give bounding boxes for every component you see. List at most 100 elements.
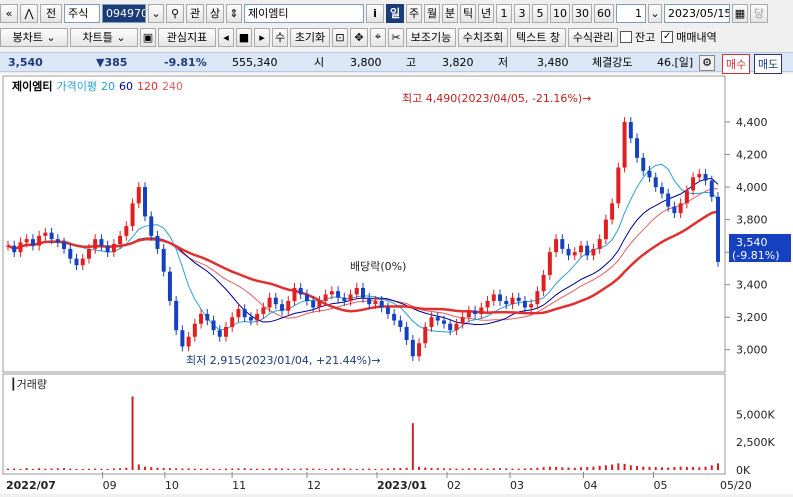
prev-arrow-icon[interactable]: ◂ <box>218 27 234 47</box>
buy-button[interactable]: 매수 <box>722 54 751 74</box>
interval-10[interactable]: 10 <box>550 3 570 23</box>
candle <box>635 138 640 158</box>
balance-label: 잔고 <box>635 31 656 44</box>
interval-3[interactable]: 3 <box>514 3 530 23</box>
period-week[interactable]: 주 <box>406 3 422 23</box>
su-button[interactable]: 수 <box>272 27 288 47</box>
x-axis-label: 2022/07 <box>6 479 56 492</box>
interval-5[interactable]: 5 <box>532 3 548 23</box>
candle <box>454 323 459 331</box>
interest-button[interactable]: 관 <box>186 3 204 23</box>
scissor-icon[interactable]: ✂ <box>388 27 404 47</box>
volume-bar <box>436 468 439 470</box>
price-tick-label: 3,000 <box>736 344 768 357</box>
legend-ma60: 60 <box>118 79 133 93</box>
sell-button[interactable]: 매도 <box>754 54 783 74</box>
volume-bar <box>654 467 657 470</box>
candle <box>311 300 316 308</box>
text-window-button[interactable]: 텍스트 창 <box>510 27 566 47</box>
next-arrow-icon[interactable]: ▸ <box>254 27 270 47</box>
period-month[interactable]: 월 <box>424 3 440 23</box>
pin-icon[interactable]: ⌖ <box>370 27 386 47</box>
count-dropdown-icon[interactable]: ⌄ <box>648 3 662 23</box>
info-button[interactable]: i <box>366 3 384 23</box>
volume-bar <box>467 468 470 470</box>
chevron-up-icon[interactable]: ⋀ <box>20 3 38 23</box>
candle <box>535 291 540 305</box>
volume-bar <box>237 468 240 470</box>
volume-bar <box>243 468 246 470</box>
candle <box>267 297 272 308</box>
period-tick[interactable]: 틱 <box>460 3 476 23</box>
calendar-icon[interactable]: ▦ <box>732 3 748 23</box>
current-price-badge-text: 3,540 <box>736 236 768 249</box>
candle-chart-button[interactable]: 봉차트 ⌄ <box>0 27 68 47</box>
x-axis-label: 12 <box>307 479 321 492</box>
chart-area[interactable]: 4,4004,2004,0003,8003,6003,4003,2003,000… <box>0 74 793 494</box>
chart-frame-button[interactable]: 차트틀 ⌄ <box>70 27 138 47</box>
stock-code-input[interactable]: 094970 <box>102 3 146 23</box>
candle <box>354 287 359 295</box>
price-chart[interactable]: 4,4004,2004,0003,8003,6003,4003,2003,000… <box>0 74 793 494</box>
balance-checkbox[interactable] <box>620 31 632 43</box>
search-icon[interactable]: ⚲ <box>166 3 184 23</box>
candle <box>242 309 247 318</box>
gear-icon[interactable]: ⚙ <box>699 55 715 71</box>
stop-icon[interactable]: ■ <box>236 27 252 47</box>
stepper-icon[interactable]: ⇕ <box>226 3 242 23</box>
reset-button[interactable]: 초기화 <box>290 27 330 47</box>
candle <box>361 287 365 298</box>
candle <box>597 239 602 249</box>
interval-60[interactable]: 60 <box>594 3 614 23</box>
upper-button[interactable]: 상 <box>206 3 224 23</box>
volume-bar <box>418 466 421 470</box>
date-input[interactable]: 2023/05/15 <box>664 3 730 23</box>
volume-bar <box>87 468 90 470</box>
trade-history-label: 매매내역 <box>676 31 717 44</box>
candle-chart-label: 봉차트 <box>12 31 43 44</box>
candle <box>217 330 222 337</box>
prev-button[interactable]: 전 <box>40 3 62 23</box>
period-year[interactable]: 년 <box>478 3 494 23</box>
save-icon[interactable]: ▣ <box>140 27 156 47</box>
candle <box>479 307 484 314</box>
indicator-button[interactable]: 관심지표 <box>158 27 216 47</box>
volume-pane-label: ┃거래량 <box>10 377 47 391</box>
current-rate-badge-text: (-9.81%) <box>732 249 780 262</box>
legend-stock-name: 제이엠티 <box>12 80 53 93</box>
period-day[interactable]: 일 <box>386 3 404 23</box>
formula-button[interactable]: 수식관리 <box>568 27 618 47</box>
candle <box>24 239 29 243</box>
move-icon[interactable]: ✥ <box>350 27 368 47</box>
candle <box>616 167 621 204</box>
volume-bar <box>710 465 713 470</box>
aux-button[interactable]: 보조기능 <box>406 27 456 47</box>
candle <box>417 343 422 357</box>
candle <box>398 320 403 327</box>
candle <box>255 313 260 321</box>
stock-name-field[interactable]: 제이엠티 <box>244 3 364 23</box>
chevron-left-icon[interactable]: « <box>0 3 18 23</box>
code-dropdown-icon[interactable]: ⌄ <box>148 3 164 23</box>
volume-bar <box>648 466 651 470</box>
candle <box>678 203 683 214</box>
interval-1[interactable]: 1 <box>496 3 512 23</box>
candle <box>653 177 658 188</box>
price-tick-label: 3,200 <box>736 311 768 324</box>
current-button[interactable]: 당 <box>750 3 768 23</box>
candle <box>367 297 372 305</box>
market-type-select[interactable]: 주식 <box>64 3 100 23</box>
count-input[interactable]: 1 <box>616 3 646 23</box>
candle <box>703 174 708 181</box>
chart-frame-label: 차트틀 <box>82 31 113 44</box>
volume-bar <box>492 468 495 470</box>
value-query-button[interactable]: 수치조회 <box>458 27 508 47</box>
candle <box>560 239 565 249</box>
window-icon[interactable]: ⊡ <box>332 27 348 47</box>
period-minute[interactable]: 분 <box>442 3 458 23</box>
volume-bar <box>455 468 458 470</box>
candle <box>317 300 322 308</box>
candle <box>448 323 453 331</box>
trade-history-checkbox[interactable]: ✓ <box>661 31 674 43</box>
interval-30[interactable]: 30 <box>572 3 592 23</box>
